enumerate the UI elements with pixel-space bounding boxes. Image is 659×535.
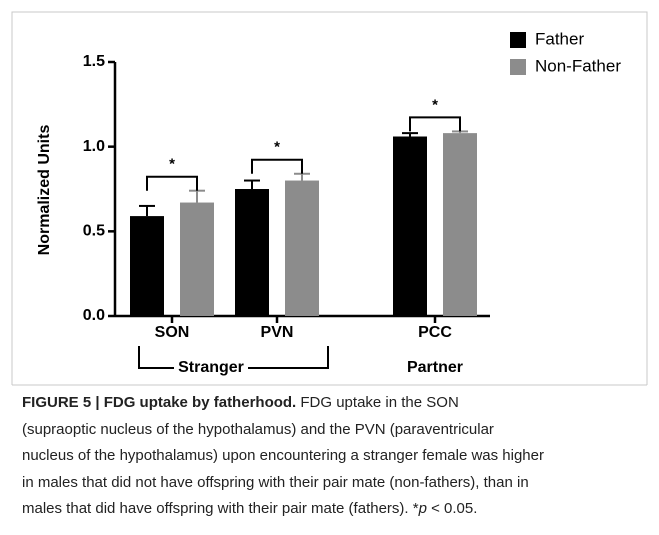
legend-swatch bbox=[510, 32, 526, 48]
caption-line: nucleus of the hypothalamus) upon encoun… bbox=[22, 443, 647, 470]
caption-text: in males that did not have offspring wit… bbox=[22, 473, 529, 491]
bar bbox=[393, 136, 427, 316]
significance-bracket bbox=[251, 158, 303, 174]
bar bbox=[180, 202, 214, 316]
caption-line: (supraoptic nucleus of the hypothalamus)… bbox=[22, 417, 647, 444]
caption-text: nucleus of the hypothalamus) upon encoun… bbox=[22, 447, 544, 464]
legend-label: Father bbox=[535, 29, 584, 48]
caption-text: (supraoptic nucleus of the hypothalamus)… bbox=[22, 420, 494, 438]
y-axis-label: Normalized Units bbox=[36, 125, 53, 256]
legend-label: Non-Father bbox=[535, 56, 621, 75]
caption-text: < 0.05. bbox=[426, 500, 478, 517]
group-label: Stranger bbox=[178, 359, 244, 376]
bar bbox=[235, 189, 269, 316]
group-bracket bbox=[138, 346, 329, 369]
y-tick-label: 1.5 bbox=[83, 53, 105, 70]
y-tick-label: 1.0 bbox=[83, 138, 105, 155]
caption-text: FIGURE 5 | FDG uptake by fatherhood. bbox=[22, 394, 297, 411]
caption-line: males that did have offspring with their… bbox=[22, 496, 647, 523]
group-label: Partner bbox=[407, 359, 463, 376]
significance-label: * bbox=[274, 139, 280, 156]
caption-line: FIGURE 5 | FDG uptake by fatherhood. FDG… bbox=[22, 390, 647, 417]
caption-text: p bbox=[418, 500, 427, 517]
x-tick-label: PVN bbox=[261, 324, 294, 341]
caption-text: FDG uptake in the SON bbox=[296, 394, 459, 411]
significance-label: * bbox=[169, 156, 175, 173]
caption-line: in males that did not have offspring wit… bbox=[22, 470, 647, 497]
y-tick-label: 0.0 bbox=[83, 307, 105, 324]
frame bbox=[11, 11, 648, 385]
caption-text: males that did have offspring with their… bbox=[22, 500, 419, 517]
significance-bracket bbox=[409, 116, 461, 132]
x-tick-label: SON bbox=[155, 324, 190, 341]
bar bbox=[443, 133, 477, 316]
significance-label: * bbox=[432, 96, 438, 113]
x-tick-label: PCC bbox=[418, 324, 452, 341]
significance-bracket bbox=[146, 175, 198, 191]
y-tick-label: 0.5 bbox=[83, 223, 105, 240]
legend-swatch bbox=[510, 59, 526, 75]
bar bbox=[285, 180, 319, 316]
caption: FIGURE 5 | FDG uptake by fatherhood. FDG… bbox=[22, 390, 647, 523]
bar bbox=[130, 216, 164, 316]
